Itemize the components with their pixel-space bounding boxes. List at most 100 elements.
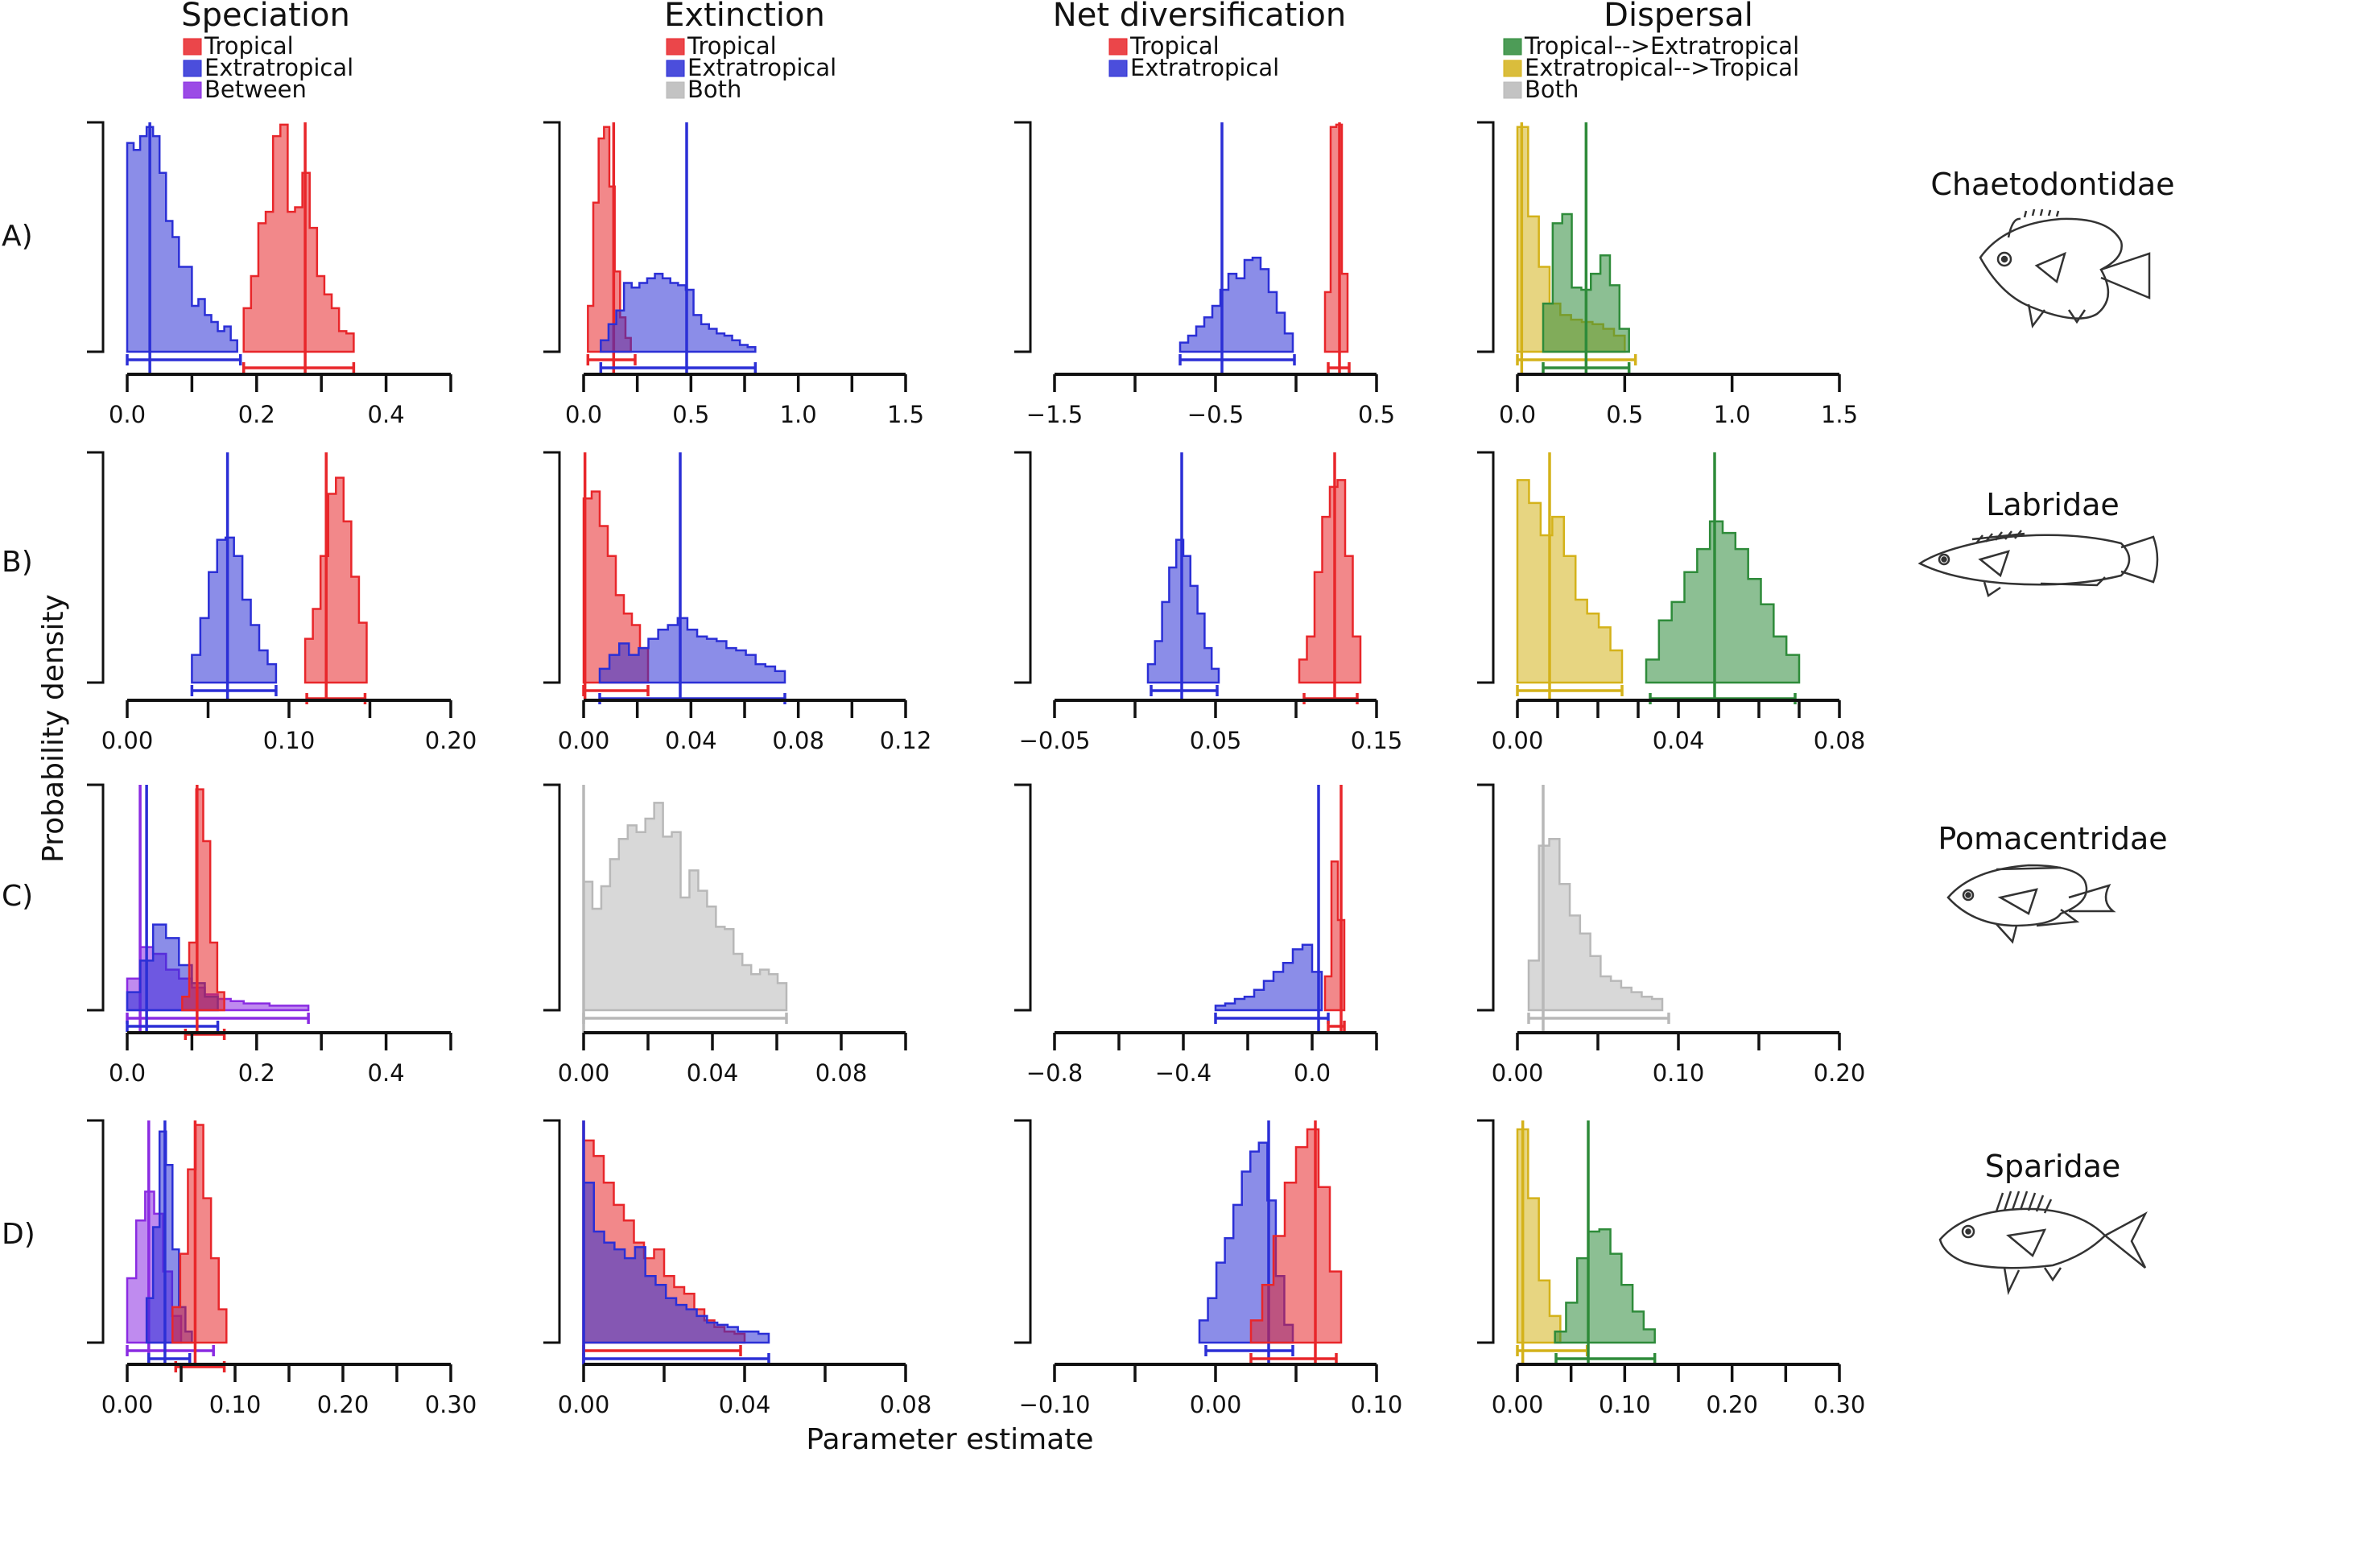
y-axis-bracket <box>1477 121 1495 353</box>
x-tick-label: 1.0 <box>1714 401 1751 428</box>
legend-swatch <box>1503 60 1522 77</box>
family-label-chaetodontidae: Chaetodontidae <box>1930 167 2174 202</box>
x-tick-label: 0.00 <box>1492 1391 1544 1418</box>
y-axis-bracket <box>543 1119 561 1344</box>
x-tick-label: 0.0 <box>109 1059 146 1087</box>
legend-label: Between <box>204 76 307 103</box>
legend-label: Extratropical <box>204 54 353 81</box>
x-tick-label: 0.08 <box>815 1059 868 1087</box>
y-axis-bracket <box>1477 783 1495 1012</box>
x-tick-label: 0.08 <box>880 1391 932 1418</box>
ci-bar-extratropical <box>190 685 278 696</box>
x-tick-label: 0.04 <box>1653 727 1705 754</box>
histogram-tropical <box>1249 1128 1343 1344</box>
legend-item: Extratropical <box>666 54 836 81</box>
x-tick-label: −0.10 <box>1019 1391 1091 1418</box>
panel-r0-c3: 0.0 0.5 1.0 1.5 <box>1477 121 1858 428</box>
legend-swatch <box>1503 81 1522 99</box>
col-title-net-diversification: Net diversification <box>1053 0 1346 34</box>
x-tick-label: 0.04 <box>665 727 717 754</box>
x-tick-label: 0.00 <box>558 727 610 754</box>
ci-bar-tropical <box>1249 1353 1338 1364</box>
panel-r1-c0: 0.00 0.10 0.20 <box>87 451 477 754</box>
x-tick-label: 0.5 <box>1606 401 1643 428</box>
legend-item: Between <box>183 76 307 103</box>
col-title-extinction: Extinction <box>664 0 825 34</box>
x-tick-label: 0.12 <box>880 727 932 754</box>
legend-swatch <box>666 38 685 56</box>
panel-r2-c3: 0.00 0.10 0.20 <box>1477 783 1866 1087</box>
legend-item: Extratropical <box>183 54 353 81</box>
y-axis-title: Probability density <box>37 594 70 863</box>
ci-bar-extratropical <box>1214 1013 1330 1024</box>
row-label-a: A) <box>2 220 33 253</box>
legend-swatch <box>666 81 685 99</box>
ci-bar-trop_to_extra <box>1554 1353 1657 1364</box>
legend-label: Extratropical <box>687 54 836 81</box>
x-tick-label: 0.30 <box>425 1391 477 1418</box>
histogram-trop_to_extra <box>1554 1228 1656 1344</box>
legend-item: Tropical <box>666 32 777 60</box>
histogram-tropical <box>1298 479 1362 684</box>
histogram-tropical <box>171 1124 228 1344</box>
x-tick-label: −0.4 <box>1155 1059 1212 1087</box>
y-axis-bracket <box>543 783 561 1012</box>
legend-swatch <box>183 60 202 77</box>
ci-bar-tropical <box>1327 1021 1346 1032</box>
x-tick-label: 0.5 <box>672 401 709 428</box>
legend-swatch <box>183 38 202 56</box>
x-tick-label: 0.20 <box>1814 1059 1866 1087</box>
ci-bar-extratropical <box>126 1021 220 1032</box>
panel-r2-c0: 0.0 0.2 0.4 <box>87 783 452 1087</box>
histogram-extratropical <box>582 1182 770 1344</box>
ci-bar-both <box>582 1013 788 1024</box>
ci-bar-extratropical <box>147 1353 192 1364</box>
family-label-labridae: Labridae <box>1986 487 2120 522</box>
x-tick-label: 0.5 <box>1358 401 1395 428</box>
x-tick-label: 1.5 <box>887 401 924 428</box>
x-tick-label: 1.0 <box>780 401 817 428</box>
panel-r3-c1: 0.00 0.04 0.08 <box>543 1119 932 1418</box>
ci-bar-tropical <box>582 685 650 696</box>
col-title-speciation: Speciation <box>181 0 350 34</box>
ci-bar-tropical <box>582 1345 742 1356</box>
x-tick-label: 0.0 <box>109 401 146 428</box>
x-axis-title: Parameter estimate <box>806 1423 1093 1456</box>
x-tick-label: 0.15 <box>1351 727 1403 754</box>
legend-item: Tropical <box>183 32 294 60</box>
row-label-b: B) <box>2 546 33 579</box>
histogram-tropical <box>242 123 355 353</box>
row-labels: A) B) C) D) <box>2 220 35 1251</box>
x-tick-label: 0.00 <box>558 1059 610 1087</box>
y-axis-bracket <box>1014 1119 1032 1344</box>
histogram-extratropical <box>191 536 278 684</box>
legend-label: Extratropical-->Tropical <box>1525 54 1799 81</box>
legend-item: Tropical <box>1108 32 1220 60</box>
x-tick-label: 0.08 <box>1814 727 1866 754</box>
legend-label: Both <box>687 76 741 103</box>
y-axis-bracket <box>543 451 561 684</box>
histogram-trop_to_extra <box>1645 520 1801 684</box>
histogram-extratropical <box>126 126 238 353</box>
y-axis-bracket <box>1014 451 1032 684</box>
ci-bar-extra_to_trop <box>1516 354 1637 365</box>
ci-bar-trop_to_extra <box>1542 362 1631 373</box>
panel-r0-c0: 0.0 0.2 0.4 <box>87 121 452 428</box>
histogram-tropical <box>1323 860 1346 1012</box>
histogram-extratropical <box>598 617 786 684</box>
x-tick-label: 0.08 <box>772 727 824 754</box>
legend-label: Tropical <box>687 32 777 60</box>
ci-bar-between <box>126 1345 215 1356</box>
ci-bar-extra_to_trop <box>1516 685 1624 696</box>
legend-item: Extratropical-->Tropical <box>1503 54 1799 81</box>
panels: 0.0 0.2 0.4 0.0 0.5 1.0 1.5 −1.5 −0.5 0.5 0.0 0.5 1.… <box>87 121 1866 1418</box>
ci-bar-tropical <box>1327 362 1351 373</box>
family-label-pomacentridae: Pomacentridae <box>1938 821 2167 856</box>
x-tick-label: 0.20 <box>1706 1391 1758 1418</box>
family-illustrations: Chaetodontidae Labridae Pomacentridae <box>1917 167 2175 1296</box>
panel-r2-c2: −0.8 −0.4 0.0 <box>1014 783 1378 1087</box>
x-tick-label: 0.4 <box>368 1059 405 1087</box>
legend-item: Extratropical <box>1108 54 1279 81</box>
x-tick-label: 0.10 <box>209 1391 262 1418</box>
